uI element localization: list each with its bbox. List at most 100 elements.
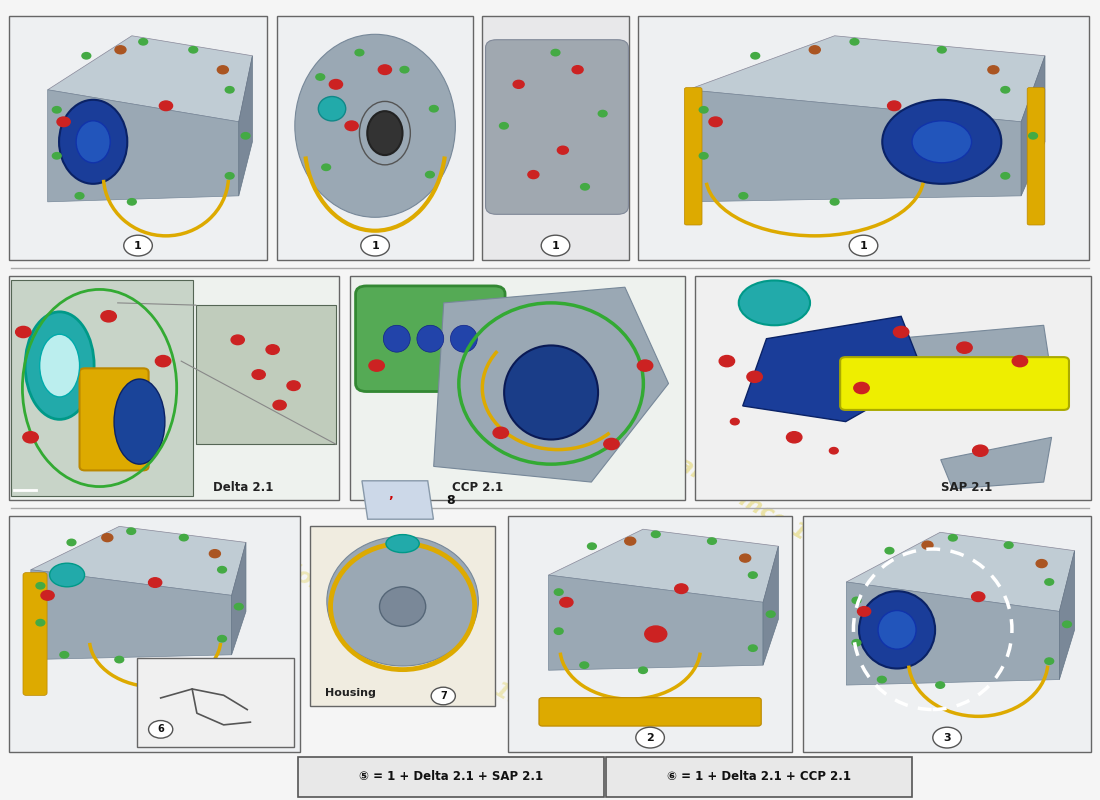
Circle shape xyxy=(922,541,933,549)
Circle shape xyxy=(53,106,62,113)
Circle shape xyxy=(747,371,762,382)
Circle shape xyxy=(287,381,300,390)
Circle shape xyxy=(581,183,590,190)
Circle shape xyxy=(124,235,152,256)
Ellipse shape xyxy=(76,121,110,163)
Circle shape xyxy=(218,66,229,74)
Text: ’: ’ xyxy=(388,495,393,509)
FancyBboxPatch shape xyxy=(355,286,505,391)
Circle shape xyxy=(316,74,324,80)
Text: 1: 1 xyxy=(859,241,868,250)
FancyBboxPatch shape xyxy=(840,357,1069,410)
Circle shape xyxy=(700,106,708,113)
FancyBboxPatch shape xyxy=(684,87,702,225)
FancyBboxPatch shape xyxy=(638,16,1089,260)
Ellipse shape xyxy=(504,346,598,439)
Circle shape xyxy=(988,66,999,74)
Circle shape xyxy=(67,539,76,546)
Ellipse shape xyxy=(318,97,345,121)
Circle shape xyxy=(572,66,583,74)
Ellipse shape xyxy=(859,591,935,669)
Circle shape xyxy=(329,79,342,89)
Text: 1: 1 xyxy=(134,241,142,250)
Circle shape xyxy=(1001,86,1010,93)
Circle shape xyxy=(499,122,508,129)
Circle shape xyxy=(102,534,113,542)
Circle shape xyxy=(273,400,286,410)
Circle shape xyxy=(23,432,38,443)
Circle shape xyxy=(858,606,871,616)
Circle shape xyxy=(700,153,708,159)
Circle shape xyxy=(528,170,539,178)
Circle shape xyxy=(116,46,127,54)
Circle shape xyxy=(625,537,636,545)
Circle shape xyxy=(218,566,227,573)
FancyBboxPatch shape xyxy=(606,757,912,797)
Polygon shape xyxy=(688,90,1021,202)
Circle shape xyxy=(850,38,859,45)
Text: CCP 2.1: CCP 2.1 xyxy=(452,481,503,494)
Ellipse shape xyxy=(878,610,916,649)
Ellipse shape xyxy=(114,379,165,464)
Circle shape xyxy=(852,639,861,646)
Circle shape xyxy=(554,589,563,595)
Circle shape xyxy=(748,645,757,651)
Polygon shape xyxy=(549,575,763,670)
Circle shape xyxy=(345,121,359,130)
FancyBboxPatch shape xyxy=(1027,87,1045,225)
Polygon shape xyxy=(31,570,232,659)
Circle shape xyxy=(893,326,909,338)
Ellipse shape xyxy=(386,534,419,553)
FancyBboxPatch shape xyxy=(23,573,47,695)
Circle shape xyxy=(148,721,173,738)
Circle shape xyxy=(155,355,170,366)
Circle shape xyxy=(707,538,716,544)
Circle shape xyxy=(355,50,364,56)
Circle shape xyxy=(128,198,136,205)
Circle shape xyxy=(252,370,265,379)
Polygon shape xyxy=(763,546,779,665)
Circle shape xyxy=(554,628,563,634)
Circle shape xyxy=(1063,621,1071,627)
Circle shape xyxy=(560,598,573,607)
Polygon shape xyxy=(47,90,239,202)
Polygon shape xyxy=(362,481,433,519)
Circle shape xyxy=(426,171,434,178)
FancyBboxPatch shape xyxy=(9,16,267,260)
Circle shape xyxy=(378,65,392,74)
Ellipse shape xyxy=(379,586,426,626)
Polygon shape xyxy=(846,532,1075,611)
Text: a passion for parts since 1985: a passion for parts since 1985 xyxy=(513,361,851,567)
Ellipse shape xyxy=(882,100,1001,184)
FancyBboxPatch shape xyxy=(79,368,148,470)
Circle shape xyxy=(739,554,750,562)
FancyBboxPatch shape xyxy=(11,280,192,496)
Polygon shape xyxy=(940,438,1052,489)
Circle shape xyxy=(933,727,961,748)
FancyBboxPatch shape xyxy=(9,516,300,752)
FancyBboxPatch shape xyxy=(350,276,685,500)
Ellipse shape xyxy=(59,100,128,184)
Circle shape xyxy=(1045,578,1054,585)
Circle shape xyxy=(218,635,227,642)
Text: 1: 1 xyxy=(551,241,560,250)
Circle shape xyxy=(148,578,162,587)
Circle shape xyxy=(739,193,748,199)
Circle shape xyxy=(1045,658,1054,664)
Circle shape xyxy=(598,110,607,117)
FancyBboxPatch shape xyxy=(482,16,629,260)
Circle shape xyxy=(751,53,760,59)
Circle shape xyxy=(400,66,409,73)
Circle shape xyxy=(179,534,188,541)
Polygon shape xyxy=(1021,56,1045,196)
Polygon shape xyxy=(433,287,669,482)
Circle shape xyxy=(82,53,91,59)
FancyBboxPatch shape xyxy=(277,16,473,260)
Circle shape xyxy=(936,682,945,688)
Circle shape xyxy=(541,235,570,256)
Polygon shape xyxy=(1059,550,1075,679)
Circle shape xyxy=(431,687,455,705)
Circle shape xyxy=(651,531,660,538)
Circle shape xyxy=(551,50,560,56)
Circle shape xyxy=(1004,542,1013,548)
